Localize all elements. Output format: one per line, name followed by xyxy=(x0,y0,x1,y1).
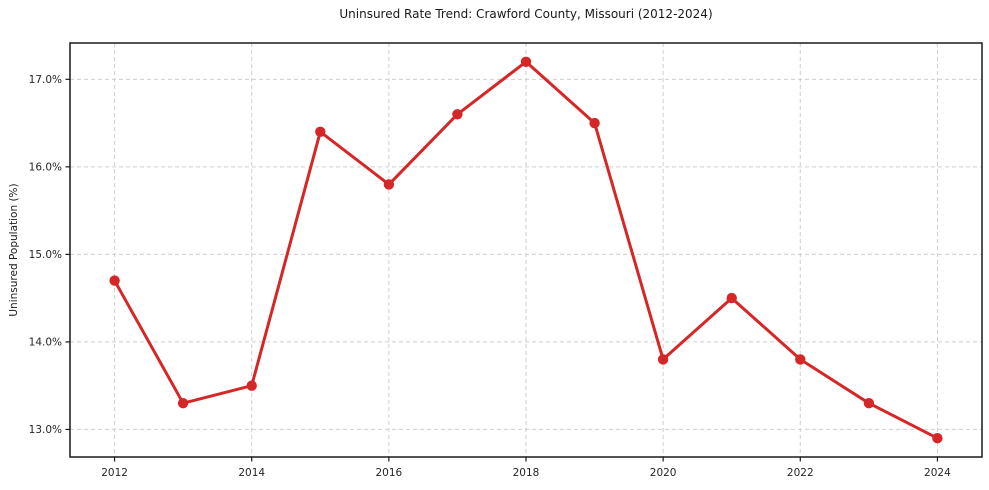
chart-title: Uninsured Rate Trend: Crawford County, M… xyxy=(339,7,713,21)
y-tick-label: 16.0% xyxy=(29,162,62,174)
y-tick-label: 17.0% xyxy=(29,74,62,86)
y-tick-label: 13.0% xyxy=(29,424,62,436)
x-tick-label: 2024 xyxy=(924,467,951,479)
data-point-2022 xyxy=(795,354,806,365)
data-point-2024 xyxy=(932,433,943,444)
data-point-2021 xyxy=(726,292,737,304)
data-point-2020 xyxy=(657,354,669,365)
data-point-2013 xyxy=(177,398,189,409)
x-tick-label: 2012 xyxy=(101,467,128,479)
data-point-2017 xyxy=(452,109,463,120)
x-tick-label: 2014 xyxy=(238,467,265,479)
x-tick-label: 2016 xyxy=(375,467,402,479)
y-tick-label: 15.0% xyxy=(29,249,62,261)
plot-border xyxy=(69,42,983,458)
data-point-2012 xyxy=(109,275,120,286)
data-point-2014 xyxy=(246,380,257,391)
y-tick-label: 14.0% xyxy=(29,337,62,349)
x-tick-label: 2018 xyxy=(513,467,540,479)
data-point-2023 xyxy=(863,398,875,409)
data-point-2016 xyxy=(383,179,395,190)
data-point-2018 xyxy=(520,56,532,67)
data-point-2015 xyxy=(315,126,326,137)
x-tick-label: 2020 xyxy=(650,467,677,479)
x-tick-label: 2022 xyxy=(787,467,814,479)
data-point-2019 xyxy=(589,117,600,129)
